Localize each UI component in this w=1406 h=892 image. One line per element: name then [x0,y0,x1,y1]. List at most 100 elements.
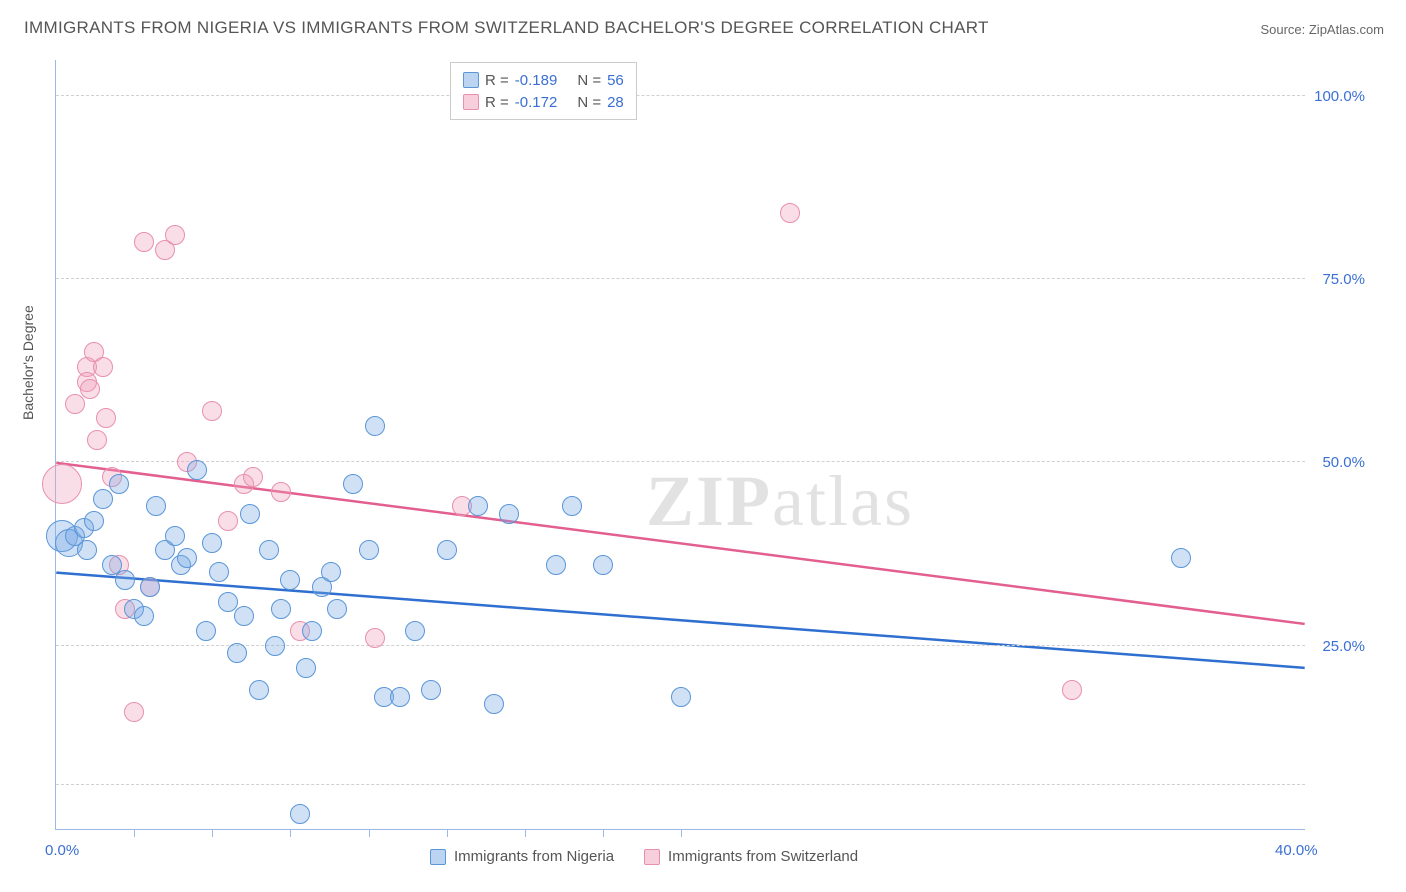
chart-title: IMMIGRANTS FROM NIGERIA VS IMMIGRANTS FR… [24,18,989,38]
data-point [271,599,291,619]
data-point [421,680,441,700]
data-point [42,464,82,504]
data-point [196,621,216,641]
data-point [80,379,100,399]
watermark-zip: ZIP [646,461,772,541]
n-value-blue: 56 [607,72,624,89]
data-point [134,232,154,252]
data-point [227,643,247,663]
data-point [209,562,229,582]
data-point [93,489,113,509]
data-point [1171,548,1191,568]
gridline [56,461,1305,462]
y-tick-label: 50.0% [1322,454,1365,471]
data-point [124,702,144,722]
r-label: R = [485,72,509,89]
swatch-pink-icon [644,849,660,865]
r-label: R = [485,94,509,111]
watermark: ZIPatlas [646,460,914,543]
y-axis-title: Bachelor's Degree [20,305,36,420]
data-point [77,540,97,560]
data-point [302,621,322,641]
n-label: N = [577,94,601,111]
series-legend: Immigrants from Nigeria Immigrants from … [430,848,858,865]
legend-label-blue: Immigrants from Nigeria [454,848,614,865]
data-point [140,577,160,597]
x-tick [603,829,604,837]
data-point [271,482,291,502]
data-point [109,474,129,494]
trend-lines [56,60,1305,829]
watermark-atlas: atlas [772,461,914,541]
data-point [405,621,425,641]
legend-label-pink: Immigrants from Switzerland [668,848,858,865]
data-point [593,555,613,575]
data-point [187,460,207,480]
data-point [321,562,341,582]
correlation-row-blue: R = -0.189 N = 56 [463,69,624,91]
data-point [218,592,238,612]
data-point [165,225,185,245]
data-point [359,540,379,560]
legend-item-pink: Immigrants from Switzerland [644,848,858,865]
data-point [202,533,222,553]
data-point [780,203,800,223]
r-value-pink: -0.172 [515,94,558,111]
data-point [365,416,385,436]
plot-area: ZIPatlas 25.0%50.0%75.0%100.0% [55,60,1305,830]
swatch-blue-icon [430,849,446,865]
data-point [343,474,363,494]
data-point [243,467,263,487]
data-point [134,606,154,626]
y-tick-label: 25.0% [1322,638,1365,655]
data-point [546,555,566,575]
r-value-blue: -0.189 [515,72,558,89]
x-tick [134,829,135,837]
data-point [146,496,166,516]
data-point [484,694,504,714]
data-point [468,496,488,516]
gridline [56,784,1305,785]
data-point [259,540,279,560]
n-value-pink: 28 [607,94,624,111]
legend-item-blue: Immigrants from Nigeria [430,848,614,865]
x-tick [447,829,448,837]
data-point [390,687,410,707]
gridline [56,278,1305,279]
data-point [249,680,269,700]
data-point [93,357,113,377]
x-axis-min-label: 0.0% [45,842,79,859]
y-tick-label: 75.0% [1322,271,1365,288]
data-point [265,636,285,656]
data-point [177,548,197,568]
gridline [56,95,1305,96]
correlation-row-pink: R = -0.172 N = 28 [463,91,624,113]
data-point [87,430,107,450]
data-point [84,511,104,531]
swatch-blue-icon [463,72,479,88]
data-point [437,540,457,560]
x-tick [212,829,213,837]
data-point [202,401,222,421]
data-point [65,394,85,414]
data-point [234,606,254,626]
n-label: N = [577,72,601,89]
data-point [1062,680,1082,700]
data-point [96,408,116,428]
data-point [165,526,185,546]
data-point [671,687,691,707]
source-label: Source: ZipAtlas.com [1260,22,1384,37]
data-point [240,504,260,524]
data-point [296,658,316,678]
data-point [290,804,310,824]
x-tick [681,829,682,837]
data-point [562,496,582,516]
x-tick [369,829,370,837]
x-axis-max-label: 40.0% [1275,842,1318,859]
data-point [218,511,238,531]
y-tick-label: 100.0% [1314,88,1365,105]
data-point [115,570,135,590]
x-tick [290,829,291,837]
data-point [280,570,300,590]
swatch-pink-icon [463,94,479,110]
